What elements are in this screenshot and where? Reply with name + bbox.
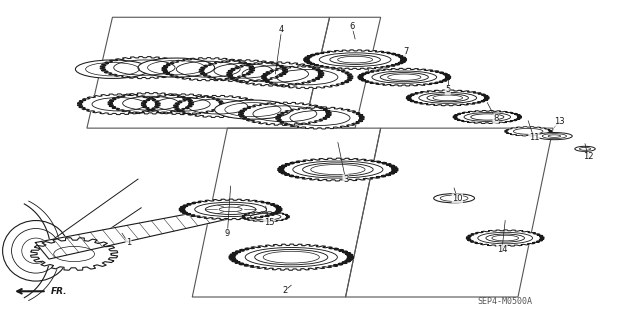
Text: 10: 10: [452, 194, 463, 203]
Text: 8: 8: [493, 114, 499, 123]
Text: 5: 5: [445, 85, 451, 94]
Ellipse shape: [575, 146, 595, 151]
Polygon shape: [406, 90, 489, 106]
Ellipse shape: [536, 132, 572, 140]
Polygon shape: [100, 57, 189, 79]
Polygon shape: [162, 58, 255, 81]
Ellipse shape: [138, 58, 214, 77]
Ellipse shape: [303, 163, 373, 176]
Polygon shape: [303, 50, 406, 69]
Text: 3: 3: [343, 175, 348, 184]
Polygon shape: [453, 110, 522, 124]
Ellipse shape: [214, 100, 291, 119]
Text: 1: 1: [126, 238, 131, 247]
Ellipse shape: [76, 60, 150, 78]
Text: FR.: FR.: [51, 287, 67, 296]
Polygon shape: [199, 60, 287, 82]
Polygon shape: [141, 94, 224, 115]
Polygon shape: [108, 92, 194, 114]
Text: 9: 9: [225, 229, 230, 238]
Text: 6: 6: [349, 22, 355, 31]
Text: 15: 15: [264, 218, 274, 227]
Polygon shape: [278, 158, 398, 181]
Polygon shape: [77, 94, 160, 115]
Ellipse shape: [434, 194, 474, 203]
Text: 11: 11: [529, 133, 539, 142]
Text: 13: 13: [554, 117, 564, 126]
Text: 2: 2: [282, 286, 287, 295]
Polygon shape: [227, 62, 324, 86]
Polygon shape: [179, 199, 282, 220]
Text: SEP4-M0500A: SEP4-M0500A: [477, 297, 532, 306]
Text: 4: 4: [279, 25, 284, 34]
Text: 12: 12: [583, 152, 593, 161]
Text: 7: 7: [404, 47, 409, 56]
Polygon shape: [505, 127, 552, 136]
Polygon shape: [276, 107, 364, 129]
Polygon shape: [31, 238, 118, 270]
Polygon shape: [358, 68, 451, 86]
Polygon shape: [229, 244, 354, 270]
Polygon shape: [35, 201, 264, 259]
Polygon shape: [173, 95, 262, 117]
Polygon shape: [242, 212, 289, 222]
Polygon shape: [467, 230, 544, 246]
Polygon shape: [239, 102, 332, 125]
Polygon shape: [262, 66, 353, 89]
Text: 14: 14: [497, 245, 508, 254]
